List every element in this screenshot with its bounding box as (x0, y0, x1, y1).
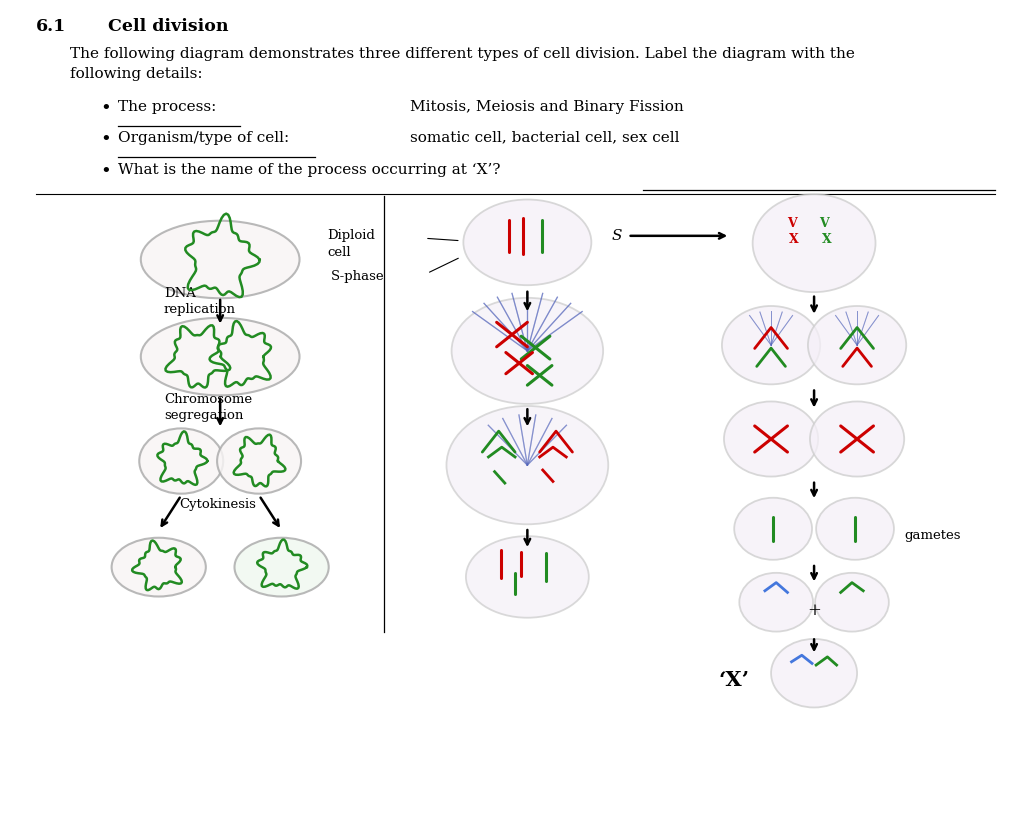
Text: DNA
replication: DNA replication (164, 287, 236, 317)
Text: +: + (807, 602, 821, 619)
Circle shape (815, 573, 889, 632)
Ellipse shape (141, 318, 299, 396)
Text: What is the name of the process occurring at ‘X’?: What is the name of the process occurrin… (118, 163, 501, 177)
Text: somatic cell, bacterial cell, sex cell: somatic cell, bacterial cell, sex cell (410, 131, 679, 144)
Circle shape (753, 194, 876, 292)
Text: •: • (100, 131, 111, 149)
Circle shape (739, 573, 813, 632)
Text: 6.1: 6.1 (36, 18, 67, 35)
Circle shape (810, 401, 904, 477)
Text: •: • (100, 100, 111, 118)
Text: The following diagram demonstrates three different types of cell division. Label: The following diagram demonstrates three… (70, 47, 854, 81)
Ellipse shape (463, 200, 592, 286)
Circle shape (734, 498, 812, 560)
Text: Cytokinesis: Cytokinesis (179, 498, 256, 511)
Ellipse shape (217, 428, 301, 494)
Text: The process:: The process: (118, 100, 216, 113)
Circle shape (816, 498, 894, 560)
Ellipse shape (141, 220, 299, 299)
Ellipse shape (446, 406, 608, 524)
Text: Diploid: Diploid (328, 229, 376, 242)
Ellipse shape (234, 538, 329, 596)
Text: S: S (611, 228, 622, 243)
Text: cell: cell (328, 246, 351, 259)
Text: ‘X’: ‘X’ (719, 670, 750, 690)
Text: Mitosis, Meiosis and Binary Fission: Mitosis, Meiosis and Binary Fission (410, 100, 683, 113)
Text: •: • (100, 163, 111, 181)
Text: S-phase: S-phase (331, 270, 384, 283)
Ellipse shape (139, 428, 223, 494)
Ellipse shape (112, 538, 206, 596)
Text: gametes: gametes (904, 529, 961, 542)
Ellipse shape (452, 298, 603, 404)
Circle shape (771, 639, 857, 707)
Text: Organism/type of cell:: Organism/type of cell: (118, 131, 289, 144)
Text: V: V (819, 217, 829, 230)
Text: Chromosome
segregation: Chromosome segregation (164, 393, 252, 423)
Text: Cell division: Cell division (108, 18, 228, 35)
Text: V: V (786, 217, 797, 230)
Ellipse shape (466, 536, 589, 618)
Text: X: X (821, 233, 831, 246)
Circle shape (724, 401, 818, 477)
Circle shape (722, 306, 820, 384)
Circle shape (808, 306, 906, 384)
Text: X: X (788, 233, 799, 246)
